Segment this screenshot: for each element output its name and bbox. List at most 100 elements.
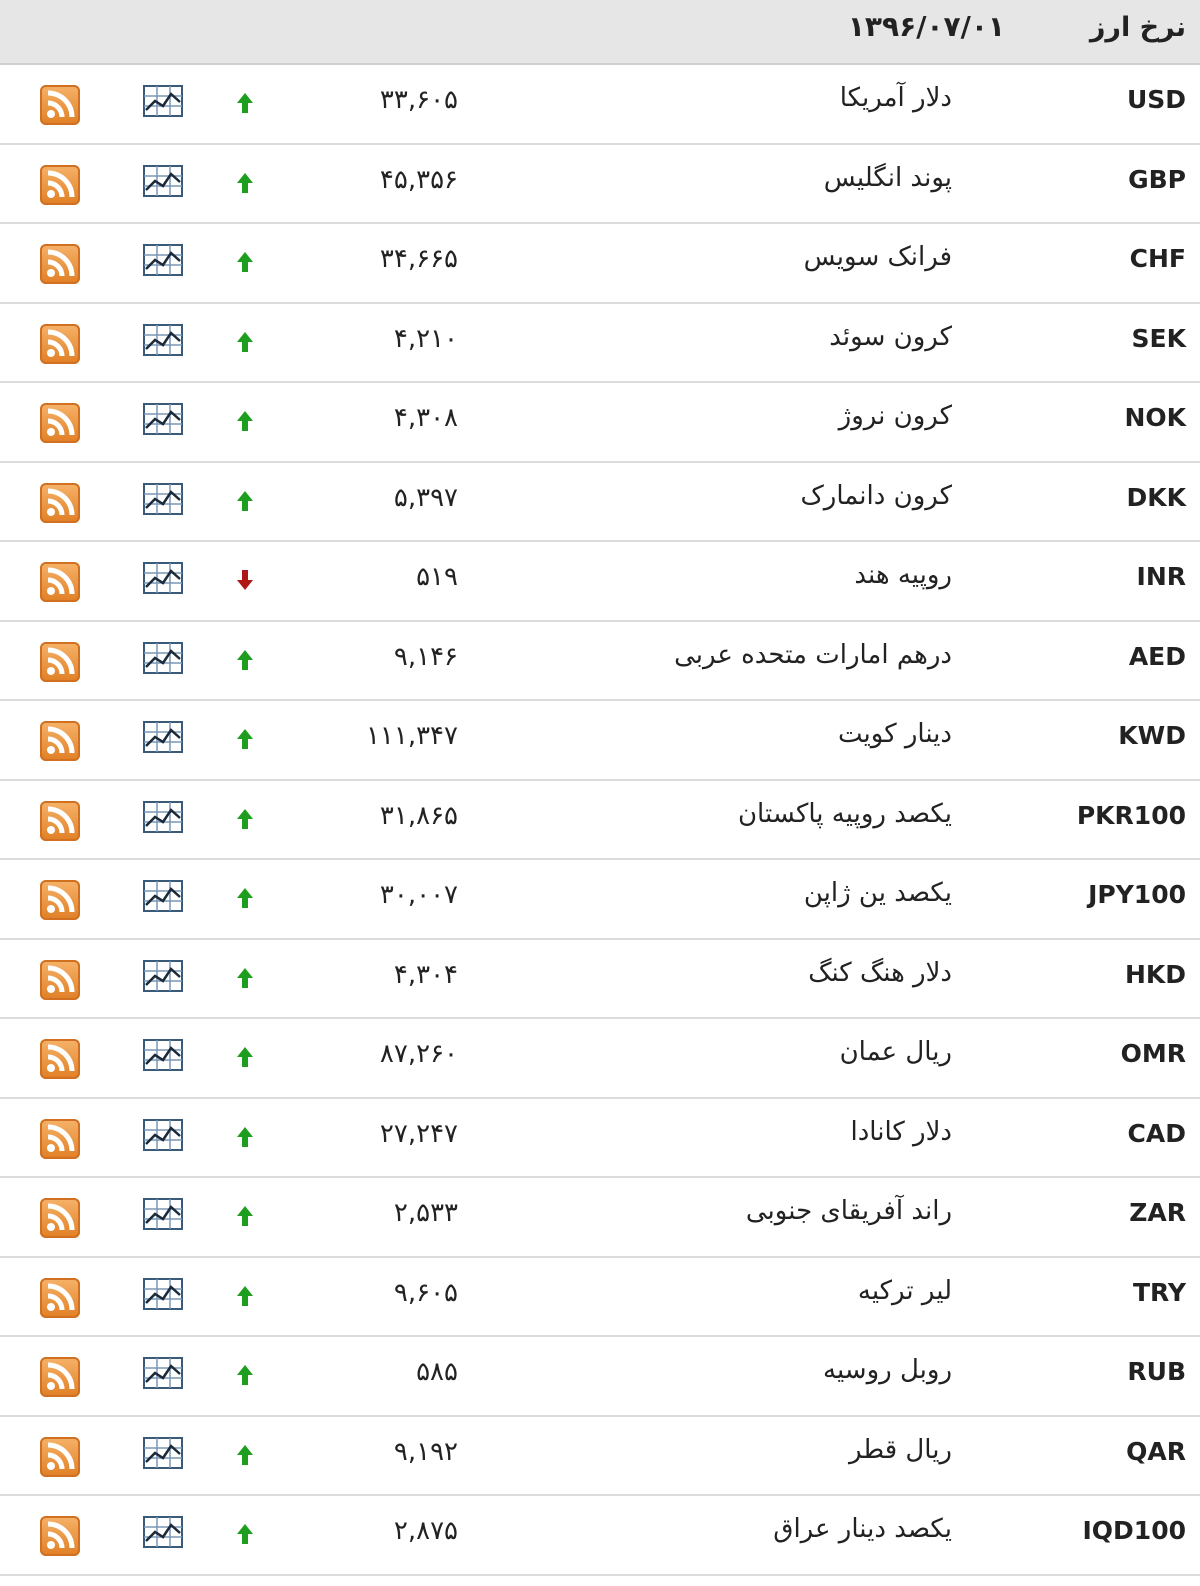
currency-rate: ۱۱۱,۳۴۷: [365, 721, 458, 751]
chart-icon[interactable]: [143, 85, 183, 117]
table-row: USD دلار آمریکا ۳۳,۶۰۵: [0, 65, 1200, 145]
table-row: INR روپیه هند ۵۱۹: [0, 542, 1200, 622]
currency-name: یکصد روپیه پاکستان: [737, 798, 952, 829]
currency-name: فرانک سویس: [803, 242, 952, 272]
currency-code: CHF: [1129, 244, 1186, 273]
currency-name: روبل روسیه: [823, 1355, 952, 1385]
arrow-up-icon: [236, 727, 254, 751]
rss-icon[interactable]: [40, 164, 80, 205]
chart-icon[interactable]: [143, 1277, 183, 1310]
chart-icon[interactable]: [143, 1198, 183, 1230]
chart-icon[interactable]: [143, 1516, 183, 1548]
rss-icon[interactable]: [40, 1039, 80, 1079]
table-row: PKR100 یکصد روپیه پاکستان ۳۱,۸۶۵: [0, 781, 1200, 860]
currency-name: ریال عمان: [839, 1037, 952, 1067]
chart-icon[interactable]: [143, 959, 183, 992]
rss-icon[interactable]: [40, 1357, 80, 1397]
currency-rate: ۴,۳۰۸: [393, 403, 458, 433]
rss-icon[interactable]: [40, 244, 80, 284]
rss-icon[interactable]: [40, 323, 80, 364]
rss-icon[interactable]: [40, 562, 80, 602]
rss-icon[interactable]: [40, 403, 80, 443]
chart-icon[interactable]: [143, 1039, 183, 1071]
table-row: AED درهم امارات متحده عربی ۹,۱۴۶: [0, 622, 1200, 701]
currency-code: KWD: [1118, 721, 1186, 750]
currency-rate: ۳۴,۶۶۵: [379, 244, 458, 274]
arrow-up-icon: [236, 489, 254, 513]
header-title: نرخ ارز: [1089, 12, 1186, 43]
table-row: KWD دینار کویت ۱۱۱,۳۴۷: [0, 701, 1200, 781]
chart-icon[interactable]: [143, 482, 183, 515]
table-row: JPY100 یکصد ین ژاپن ۳۰,۰۰۷: [0, 860, 1200, 940]
chart-icon[interactable]: [143, 880, 183, 912]
arrow-up-icon: [236, 171, 254, 195]
arrow-up-icon: [236, 1443, 254, 1467]
chart-icon[interactable]: [143, 1118, 183, 1151]
chart-icon[interactable]: [143, 641, 183, 674]
currency-rate: ۹,۶۰۵: [393, 1277, 458, 1308]
currency-rate: ۹,۱۹۲: [393, 1436, 458, 1467]
arrow-up-icon: [236, 91, 254, 115]
chart-icon[interactable]: [143, 721, 183, 753]
arrow-up-icon: [236, 966, 254, 990]
currency-name: دلار آمریکا: [839, 83, 952, 113]
currency-code: IQD100: [1082, 1516, 1187, 1545]
rss-icon[interactable]: [40, 1436, 80, 1477]
arrow-up-icon: [236, 330, 254, 354]
chart-icon[interactable]: [143, 164, 183, 197]
rss-icon[interactable]: [40, 1277, 80, 1318]
currency-code: GBP: [1128, 164, 1186, 194]
currency-code: PKR100: [1076, 800, 1186, 830]
chart-icon[interactable]: [143, 1436, 183, 1469]
arrow-up-icon: [236, 886, 254, 910]
table-row: ZAR راند آفریقای جنوبی ۲,۵۳۳: [0, 1178, 1200, 1258]
table-row: HKD دلار هنگ کنگ ۴,۳۰۴: [0, 940, 1200, 1019]
chart-icon[interactable]: [143, 403, 183, 435]
chart-icon[interactable]: [143, 800, 183, 833]
currency-rate: ۹,۱۴۶: [393, 641, 458, 672]
currency-name: راند آفریقای جنوبی: [745, 1196, 952, 1226]
table-header: نرخ ارز ۱۳۹۶/۰۷/۰۱: [0, 0, 1200, 65]
rss-icon[interactable]: [40, 721, 80, 761]
table-row: DKK کرون دانمارک ۵,۳۹۷: [0, 463, 1200, 542]
arrow-up-icon: [236, 1045, 254, 1069]
chart-icon[interactable]: [143, 244, 183, 276]
currency-rate: ۴۵,۳۵۶: [379, 164, 458, 195]
arrow-up-icon: [236, 1363, 254, 1387]
currency-rate: ۳۱,۸۶۵: [379, 800, 458, 831]
rss-icon[interactable]: [40, 1118, 80, 1159]
currency-rate: ۲۷,۲۴۷: [379, 1118, 458, 1149]
rates-table: USD دلار آمریکا ۳۳,۶۰۵ GBP پوند انگلیس ۴۵,۳۵۶…: [0, 65, 1200, 1576]
rss-icon[interactable]: [40, 641, 80, 682]
currency-rate: ۲,۸۷۵: [393, 1516, 458, 1546]
currency-code: HKD: [1124, 959, 1186, 989]
currency-name: یکصد دینار عراق: [773, 1514, 952, 1544]
rss-icon[interactable]: [40, 800, 80, 841]
currency-rate: ۳۳,۶۰۵: [379, 85, 458, 115]
arrow-up-icon: [236, 1522, 254, 1546]
currency-code: TRY: [1132, 1277, 1186, 1307]
currency-code: DKK: [1126, 482, 1187, 512]
rss-icon[interactable]: [40, 959, 80, 1000]
rss-icon[interactable]: [40, 1198, 80, 1238]
currency-name: کرون سوئد: [829, 321, 952, 352]
chart-icon[interactable]: [143, 323, 183, 356]
currency-name: روپیه هند: [854, 560, 952, 590]
currency-code: OMR: [1120, 1039, 1186, 1068]
rss-icon[interactable]: [40, 85, 80, 125]
chart-icon[interactable]: [143, 1357, 183, 1389]
currency-name: دلار کانادا: [850, 1116, 953, 1147]
currency-code: CAD: [1127, 1118, 1186, 1148]
rss-icon[interactable]: [40, 1516, 80, 1556]
currency-rate: ۴,۲۱۰: [393, 323, 458, 354]
arrow-up-icon: [236, 1204, 254, 1228]
rss-icon[interactable]: [40, 482, 80, 523]
table-row: RUB روبل روسیه ۵۸۵: [0, 1337, 1200, 1417]
currency-rate: ۴,۳۰۴: [393, 959, 458, 990]
currency-code: AED: [1128, 641, 1186, 671]
rss-icon[interactable]: [40, 880, 80, 920]
chart-icon[interactable]: [143, 562, 183, 594]
currency-name: درهم امارات متحده عربی: [674, 639, 952, 670]
currency-code: ZAR: [1129, 1198, 1186, 1227]
currency-code: INR: [1136, 562, 1186, 591]
